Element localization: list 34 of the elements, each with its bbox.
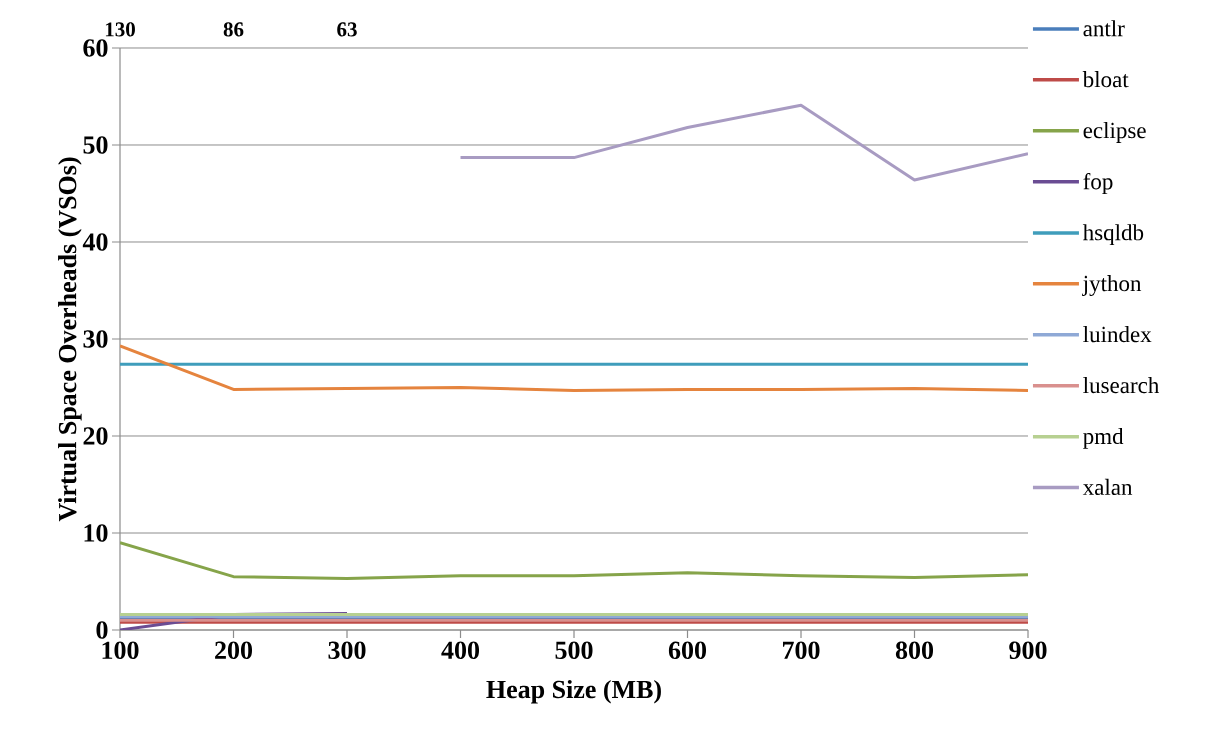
x-tick-label: 100 — [102, 641, 139, 660]
legend-label: bloat — [1082, 71, 1129, 88]
y-tick-label: 60 — [83, 39, 108, 57]
x-tick-label: 700 — [782, 641, 820, 660]
x-tick-label: 600 — [668, 641, 707, 660]
line-series — [459, 103, 1029, 182]
legend-label: luindex — [1083, 326, 1152, 343]
x-tick-label: 200 — [215, 641, 253, 660]
x-tick-label: 400 — [441, 641, 480, 660]
legend-label: jython — [1082, 275, 1142, 297]
x-tick-label: 900 — [1009, 641, 1047, 660]
text: 63 — [337, 22, 357, 37]
x-axis-title: Heap Size (MB) — [486, 679, 661, 704]
legend-label: pmd — [1083, 427, 1124, 449]
text: 130 — [105, 22, 135, 37]
y-tick-label: 40 — [82, 233, 108, 251]
x-tick-label: 300 — [328, 641, 366, 660]
y-tick-label: 10 — [84, 524, 108, 542]
line-series — [120, 541, 1029, 581]
y-tick-label: 0 — [96, 621, 108, 639]
legend-label: xalan — [1082, 478, 1133, 496]
y-tick-label: 20 — [83, 427, 108, 445]
x-tick-label: 500 — [555, 641, 593, 660]
legend-label: lusearch — [1083, 376, 1160, 394]
line-series — [120, 344, 1029, 392]
x-tick-label: 800 — [895, 641, 934, 660]
y-axis-title: Virtual Space Overheads (VSOs) — [58, 157, 82, 522]
y-tick-label: 30 — [83, 330, 108, 348]
legend-label: hsqldb — [1082, 224, 1144, 246]
legend-label: eclipse — [1083, 122, 1146, 143]
legend-label: antlr — [1083, 20, 1125, 37]
y-tick-label: 50 — [83, 136, 108, 154]
legend-label: fop — [1083, 173, 1113, 195]
text: 86 — [223, 22, 244, 37]
